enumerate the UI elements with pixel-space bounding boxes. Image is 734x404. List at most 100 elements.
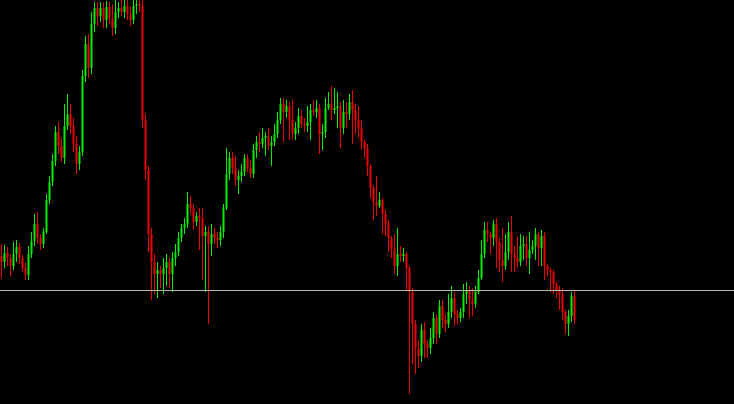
candle bbox=[279, 98, 282, 124]
candle-body bbox=[507, 232, 510, 252]
candle bbox=[174, 244, 177, 266]
candle-body bbox=[183, 224, 186, 228]
candle-body bbox=[498, 242, 501, 260]
candle-body bbox=[99, 8, 102, 16]
candle-body bbox=[180, 228, 183, 238]
candle-body bbox=[423, 330, 426, 344]
candle bbox=[288, 102, 291, 140]
candle bbox=[114, 0, 117, 34]
candle-body bbox=[6, 253, 9, 258]
candle bbox=[465, 282, 468, 304]
candle-body bbox=[18, 247, 21, 258]
candle-body bbox=[540, 236, 543, 248]
candle bbox=[528, 232, 531, 274]
candle bbox=[3, 245, 6, 268]
candle-body bbox=[300, 116, 303, 124]
candle-body bbox=[213, 234, 216, 238]
candle bbox=[12, 242, 15, 270]
candle-body bbox=[234, 168, 237, 180]
candle-body bbox=[225, 174, 228, 208]
candle-body bbox=[405, 254, 408, 268]
candle bbox=[171, 252, 174, 292]
candle-body bbox=[27, 254, 30, 275]
candle bbox=[105, 1, 108, 28]
candle bbox=[327, 92, 330, 110]
candle bbox=[450, 286, 453, 318]
candle bbox=[468, 286, 471, 318]
candle bbox=[96, 2, 99, 26]
candle bbox=[21, 255, 24, 272]
candle bbox=[27, 246, 30, 280]
candle bbox=[183, 218, 186, 234]
candle bbox=[189, 196, 192, 214]
candle bbox=[330, 86, 333, 120]
candle-body bbox=[411, 292, 414, 324]
candle bbox=[126, 0, 129, 20]
candle bbox=[102, 2, 105, 28]
candle bbox=[315, 100, 318, 118]
candle-body bbox=[150, 234, 153, 262]
candle bbox=[63, 104, 66, 164]
candle-body bbox=[330, 104, 333, 110]
candle-body bbox=[246, 158, 249, 168]
candle-body bbox=[156, 270, 159, 274]
candle bbox=[273, 124, 276, 146]
candle-body bbox=[207, 232, 210, 244]
candle-body bbox=[147, 170, 150, 234]
candle bbox=[348, 94, 351, 120]
candle bbox=[522, 236, 525, 260]
candle bbox=[384, 210, 387, 236]
candle bbox=[372, 186, 375, 220]
candle-body bbox=[459, 312, 462, 318]
candle-body bbox=[216, 238, 219, 240]
candle-body bbox=[186, 204, 189, 224]
candle bbox=[75, 136, 78, 174]
candle bbox=[165, 254, 168, 286]
candle-body bbox=[90, 24, 93, 68]
candle bbox=[537, 232, 540, 266]
candle bbox=[270, 136, 273, 166]
candle-body bbox=[531, 246, 534, 250]
candle-body bbox=[324, 108, 327, 132]
candle bbox=[405, 252, 408, 290]
candle bbox=[453, 292, 456, 326]
candle bbox=[441, 300, 444, 328]
candle-body bbox=[414, 324, 417, 348]
candle bbox=[498, 238, 501, 272]
candle-body bbox=[171, 258, 174, 274]
candle-body bbox=[264, 136, 267, 138]
candle-body bbox=[189, 204, 192, 208]
candle-body bbox=[552, 272, 555, 284]
candle-body bbox=[327, 104, 330, 108]
candle bbox=[48, 176, 51, 204]
candle bbox=[345, 102, 348, 128]
candle bbox=[354, 104, 357, 134]
candle bbox=[153, 254, 156, 294]
candle bbox=[369, 164, 372, 198]
candle bbox=[471, 288, 474, 316]
candle bbox=[489, 232, 492, 254]
candle bbox=[15, 240, 18, 262]
candle-body bbox=[39, 238, 42, 244]
candle-body bbox=[144, 120, 147, 170]
candle-body bbox=[201, 218, 204, 236]
candle bbox=[474, 286, 477, 308]
candle bbox=[129, 6, 132, 26]
candle-body bbox=[387, 224, 390, 238]
candle-body bbox=[273, 134, 276, 142]
candle bbox=[84, 36, 87, 82]
candle bbox=[492, 220, 495, 246]
candle bbox=[519, 234, 522, 266]
candle bbox=[429, 328, 432, 354]
candle bbox=[54, 126, 57, 166]
candle bbox=[159, 266, 162, 288]
candle-body bbox=[333, 108, 336, 110]
candle bbox=[438, 300, 441, 338]
candle-body bbox=[84, 44, 87, 76]
candle bbox=[318, 104, 321, 154]
candle-body bbox=[549, 270, 552, 272]
candle-body bbox=[138, 4, 141, 6]
candle-body bbox=[381, 200, 384, 214]
candle bbox=[390, 236, 393, 258]
candle-body bbox=[258, 142, 261, 144]
